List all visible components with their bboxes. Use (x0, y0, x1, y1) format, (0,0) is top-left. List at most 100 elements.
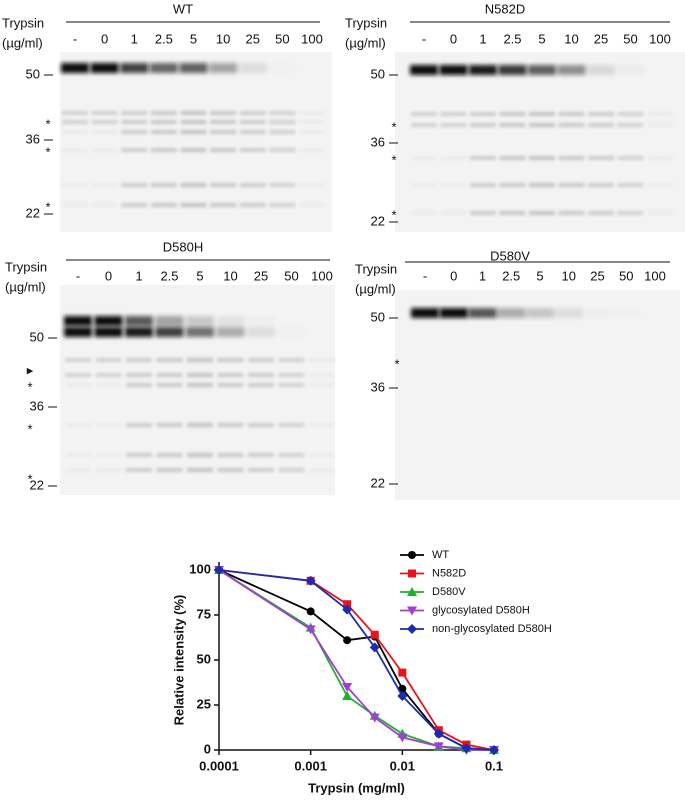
minor-band (309, 383, 335, 387)
protein-band (498, 65, 527, 75)
marker-label: 50 (26, 66, 40, 81)
y-tick-label: 100 (189, 561, 211, 576)
protein-band (497, 308, 526, 318)
minor-band (95, 383, 122, 387)
minor-band (91, 111, 118, 115)
minor-band (126, 373, 152, 377)
minor-band (588, 156, 614, 160)
blot-image (395, 52, 685, 232)
minor-band (248, 468, 274, 472)
data-point (343, 636, 352, 645)
marker-label: 22 (371, 213, 385, 228)
minor-band (62, 203, 88, 207)
legend-label: glycosylated D580H (432, 604, 530, 616)
minor-band (309, 373, 335, 377)
minor-band (499, 183, 526, 187)
minor-band (95, 423, 122, 427)
protein-band (557, 65, 586, 75)
minor-band (239, 120, 266, 124)
minor-band (65, 383, 91, 387)
trypsin-label: Trypsin (345, 15, 387, 30)
minor-band (529, 156, 555, 160)
band-annotation: * (27, 379, 32, 394)
minor-band (210, 130, 237, 134)
protein-band (216, 316, 245, 326)
minor-band (150, 120, 177, 124)
trypsin-label: (µg/ml) (2, 35, 43, 50)
lane-label: 25 (246, 31, 260, 46)
legend-label: D580V (432, 586, 466, 598)
minor-band (65, 358, 91, 362)
trypsin-label: (µg/ml) (345, 35, 386, 50)
band-annotation: ▸ (27, 362, 34, 377)
minor-band (187, 373, 213, 377)
protein-band (209, 63, 238, 73)
minor-band (180, 130, 207, 134)
minor-band (126, 383, 152, 387)
protein-band (155, 327, 184, 337)
minor-band (217, 373, 244, 377)
minor-band (180, 183, 207, 187)
minor-band (150, 183, 177, 187)
protein-band (587, 65, 615, 75)
minor-band (187, 358, 213, 362)
protein-band (528, 65, 556, 75)
minor-band (299, 130, 325, 134)
protein-band (584, 308, 612, 318)
minor-band (239, 111, 266, 115)
x-tick-label: 0.001 (294, 758, 327, 773)
minor-band (187, 423, 213, 427)
minor-band (269, 111, 296, 115)
marker-label: 36 (371, 134, 385, 149)
minor-band (239, 203, 266, 207)
minor-band (156, 358, 183, 362)
minor-band (150, 111, 177, 115)
data-point (397, 691, 408, 701)
trypsin-label: Trypsin (355, 261, 397, 276)
minor-band (411, 123, 437, 127)
protein-band (439, 308, 468, 318)
band-annotation: * (394, 356, 399, 371)
lane-label: 50 (275, 31, 289, 46)
protein-band (216, 327, 245, 337)
data-point (342, 604, 353, 615)
minor-band (156, 383, 183, 387)
minor-band (440, 156, 467, 160)
series-line (218, 569, 494, 751)
minor-band (269, 183, 296, 187)
minor-band (558, 123, 585, 127)
minor-band (126, 468, 152, 472)
trypsin-label: Trypsin (5, 259, 47, 274)
minor-band (470, 123, 496, 127)
minor-band (95, 453, 122, 457)
data-point (342, 683, 353, 692)
lane-label: 1 (135, 268, 142, 283)
minor-band (248, 453, 274, 457)
minor-band (91, 130, 118, 134)
legend-label: WT (432, 549, 449, 561)
minor-band (617, 211, 644, 215)
minor-band (65, 453, 91, 457)
minor-band (91, 203, 118, 207)
minor-band (558, 156, 585, 160)
protein-band (120, 63, 149, 73)
minor-band (65, 373, 91, 377)
lane-label: 50 (623, 31, 637, 46)
minor-band (647, 156, 673, 160)
data-point (305, 625, 316, 635)
marker-label: 22 (30, 477, 44, 492)
minor-band (470, 112, 496, 116)
lane-label: - (422, 31, 426, 46)
lane-label: 1 (479, 31, 486, 46)
y-tick-label: 75 (197, 606, 211, 621)
minor-band (558, 211, 585, 215)
minor-band (210, 203, 237, 207)
minor-band (217, 383, 244, 387)
lane-label: 5 (538, 31, 545, 46)
data-point (370, 630, 379, 639)
minor-band (121, 120, 148, 124)
lane-label: 1 (131, 31, 138, 46)
minor-band (180, 120, 207, 124)
lane-label: 50 (619, 268, 633, 283)
